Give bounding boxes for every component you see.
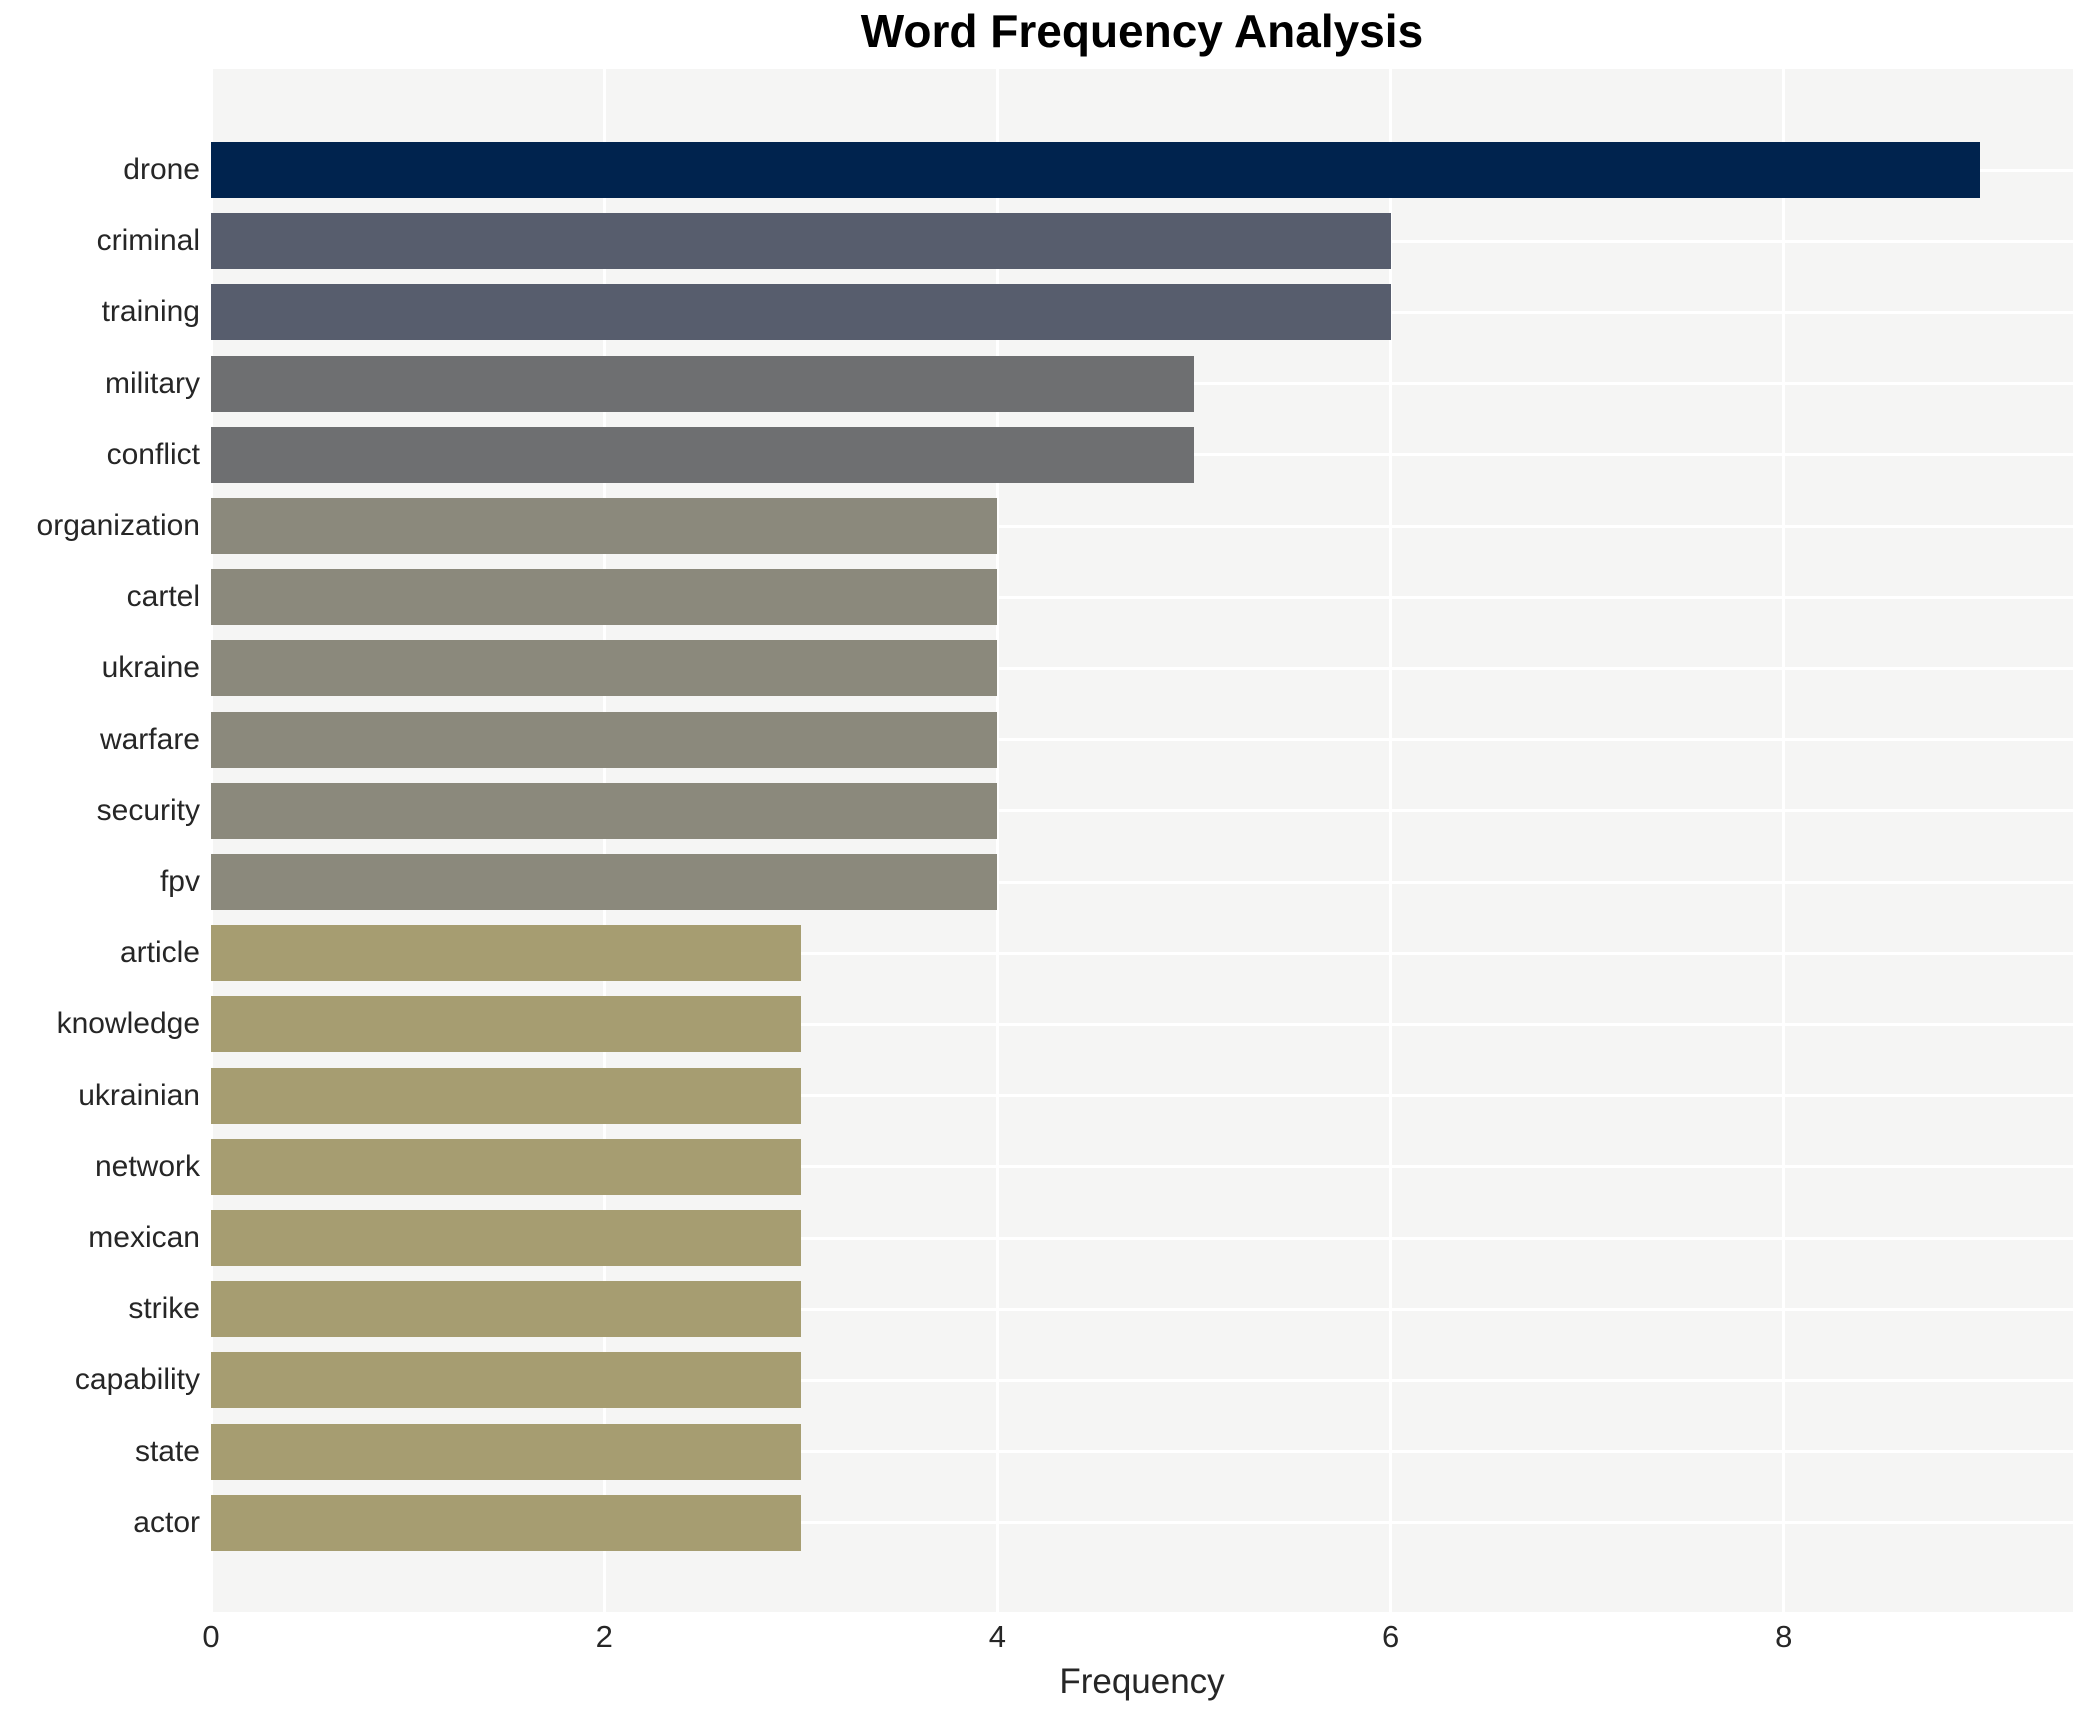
bar-warfare: [211, 711, 998, 768]
gridline-horizontal: [211, 1236, 2073, 1240]
x-axis-title: Frequency: [1059, 1662, 1225, 1701]
bar-fpv: [211, 854, 998, 910]
gridline-vertical: [1782, 69, 1786, 1612]
y-axis-label-organization: organization: [36, 509, 200, 542]
y-axis-label-fpv: fpv: [159, 865, 200, 898]
gridline-horizontal: [211, 809, 2073, 813]
y-axis-label-training: training: [101, 295, 200, 329]
gridline-horizontal: [211, 1521, 2073, 1525]
x-tick-label-6: 6: [1381, 1619, 1400, 1654]
y-axis-label-cartel: cartel: [126, 580, 200, 614]
y-axis-label-network: network: [94, 1149, 200, 1183]
x-tick-label-2: 2: [595, 1619, 613, 1654]
bar-knowledge: [211, 996, 801, 1053]
gridline-horizontal: [211, 738, 2073, 742]
gridline-horizontal: [211, 524, 2073, 528]
y-axis-label-conflict: conflict: [106, 437, 200, 471]
gridline-horizontal: [211, 1094, 2073, 1098]
bar-strike: [211, 1281, 801, 1338]
bar-cartel: [211, 569, 998, 626]
gridline-horizontal: [211, 1450, 2073, 1454]
bar-mexican: [211, 1210, 801, 1266]
bar-organization: [211, 498, 998, 554]
bar-ukrainian: [211, 1067, 801, 1124]
bar-ukraine: [211, 640, 998, 697]
y-axis-label-ukraine: ukraine: [101, 651, 200, 685]
gridline-horizontal: [211, 595, 2073, 599]
gridline-horizontal: [211, 666, 2073, 670]
y-axis-label-strike: strike: [128, 1292, 200, 1326]
gridline-horizontal: [211, 1165, 2073, 1169]
bar-military: [211, 355, 1194, 412]
plot-area: [209, 69, 2073, 1612]
y-axis-label-article: article: [119, 936, 200, 970]
bar-state: [211, 1423, 801, 1480]
gridline-horizontal: [211, 951, 2073, 955]
y-axis-label-state: state: [134, 1434, 200, 1468]
y-axis-label-mexican: mexican: [88, 1221, 200, 1254]
y-axis-label-military: military: [105, 366, 200, 400]
y-axis-label-criminal: criminal: [96, 224, 200, 258]
bar-drone: [211, 142, 1981, 198]
y-axis-label-ukrainian: ukrainian: [78, 1078, 200, 1112]
y-axis-label-security: security: [96, 793, 200, 827]
bar-training: [211, 284, 1391, 341]
x-tick-label-4: 4: [988, 1619, 1007, 1654]
bar-article: [211, 925, 801, 982]
gridline-vertical: [209, 69, 213, 1612]
gridline-vertical: [1389, 69, 1393, 1612]
bar-conflict: [211, 426, 1194, 483]
y-axis-label-capability: capability: [74, 1363, 200, 1397]
gridline-vertical: [602, 69, 606, 1612]
bar-network: [211, 1138, 801, 1195]
bar-criminal: [211, 213, 1391, 270]
gridline-horizontal: [211, 1307, 2073, 1311]
x-tick-label-8: 8: [1775, 1619, 1793, 1654]
bar-capability: [211, 1352, 801, 1409]
y-axis-label-knowledge: knowledge: [56, 1007, 200, 1041]
gridline-horizontal: [211, 1378, 2073, 1382]
y-axis-label-actor: actor: [133, 1505, 200, 1539]
gridline-horizontal: [211, 880, 2073, 884]
x-tick-label-0: 0: [202, 1619, 220, 1654]
bar-actor: [211, 1494, 801, 1551]
chart-title: Word Frequency Analysis: [860, 5, 1424, 57]
gridline-vertical: [995, 69, 999, 1612]
bar-security: [211, 782, 998, 839]
y-axis-label-warfare: warfare: [99, 722, 200, 756]
y-axis-label-drone: drone: [123, 153, 200, 186]
gridline-horizontal: [211, 1022, 2073, 1026]
